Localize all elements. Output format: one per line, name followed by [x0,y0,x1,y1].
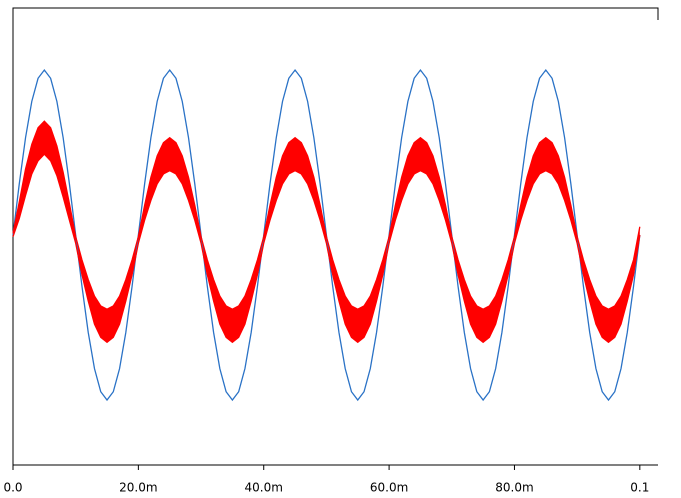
series-line [12,153,641,344]
series-line [12,120,641,310]
x-tick-label: 60.0m [370,481,408,495]
x-tick-label: 40.0m [245,481,283,495]
x-tick-label: 80.0m [495,481,533,495]
x-tick-label: 0.0 [3,481,22,495]
x-tick-label: 20.0m [119,481,157,495]
x-tick-label: 0.1 [630,481,649,495]
